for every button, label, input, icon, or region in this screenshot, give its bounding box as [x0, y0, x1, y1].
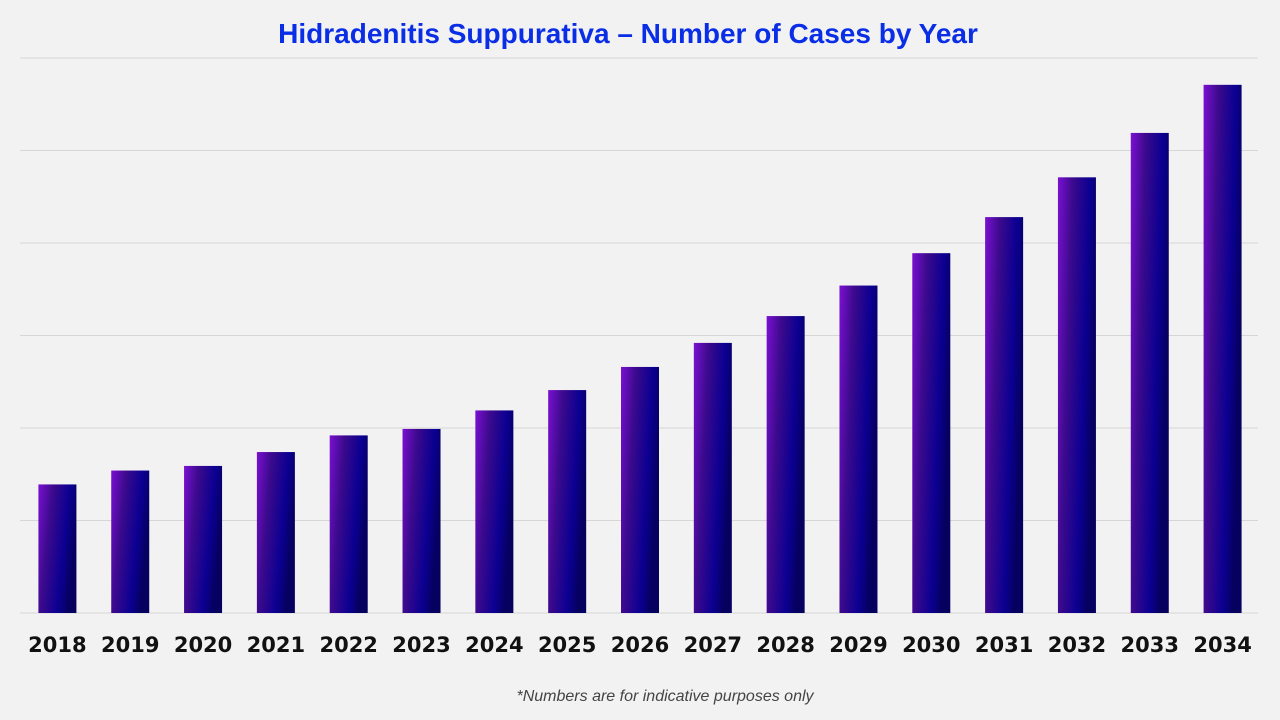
bar-2032: [1057, 177, 1096, 613]
x-tick-label: 2021: [247, 633, 305, 657]
bar-2027: [693, 342, 732, 613]
bar-2021: [256, 452, 295, 613]
x-tick-label: 2029: [829, 633, 887, 657]
x-tick-label: 2030: [902, 633, 960, 657]
x-tick-label: 2018: [28, 633, 86, 657]
x-tick-label: 2032: [1048, 633, 1106, 657]
bar-2026: [621, 366, 659, 613]
bar-2033: [1130, 132, 1169, 614]
x-tick-label: 2034: [1193, 633, 1251, 657]
bar-2034: [1203, 84, 1242, 613]
chart-title: Hidradenitis Suppurativa – Number of Cas…: [278, 18, 978, 49]
x-tick-label: 2027: [684, 633, 742, 657]
bar-2028: [766, 316, 805, 613]
bars: [38, 84, 1242, 614]
bar-2024: [475, 410, 514, 613]
x-tick-label: 2028: [756, 633, 814, 657]
bar-2022: [329, 435, 368, 613]
x-tick-label: 2019: [101, 633, 159, 657]
x-tick-label: 2020: [174, 633, 232, 657]
x-tick-labels: 2018 2019 2020 2021 2022 2023 2024 2025 2026 2027…: [28, 633, 1252, 657]
bar-2020: [184, 465, 223, 613]
x-tick-label: 2031: [975, 633, 1033, 657]
bar-2025: [548, 390, 587, 613]
x-tick-label: 2025: [538, 633, 596, 657]
bar-2018: [38, 484, 77, 613]
bar-2029: [839, 285, 878, 613]
bar-2023: [402, 428, 441, 613]
x-tick-label: 2023: [392, 633, 450, 657]
bar-2019: [111, 470, 150, 613]
x-tick-label: 2024: [465, 633, 523, 657]
x-tick-label: 2026: [611, 633, 669, 657]
x-tick-label: 2033: [1121, 633, 1179, 657]
bar-2030: [912, 253, 951, 614]
bar-2031: [985, 217, 1024, 613]
x-tick-label: 2022: [319, 633, 377, 657]
footnote: *Numbers are for indicative purposes onl…: [516, 688, 814, 705]
